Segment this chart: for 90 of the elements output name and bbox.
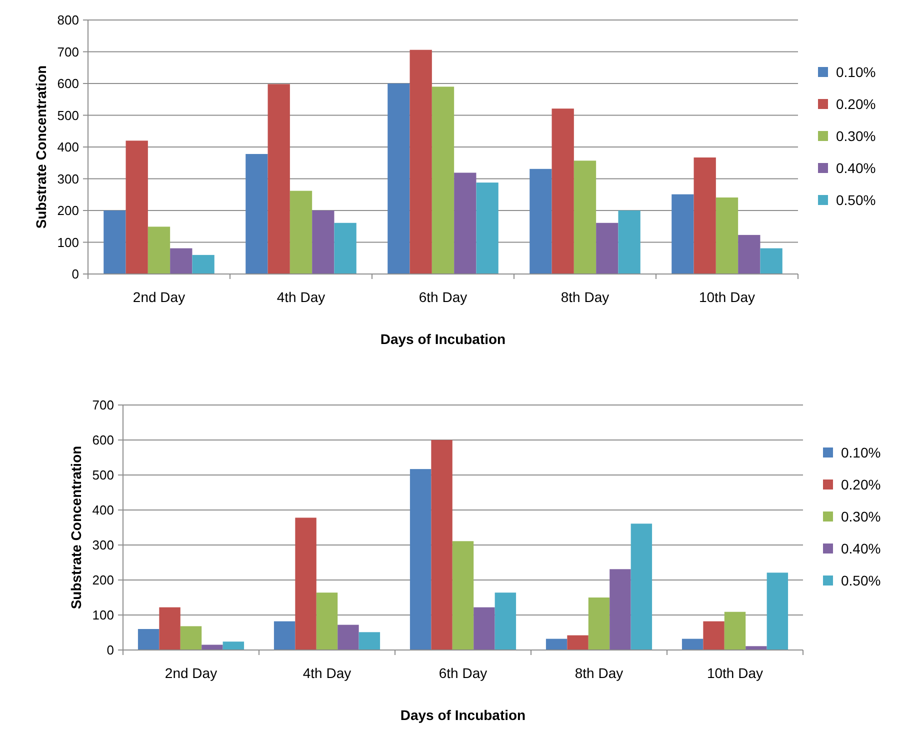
x-tick-label: 6th Day — [418, 289, 468, 305]
legend-label: 0.30% — [841, 508, 881, 524]
y-tick-label: 100 — [57, 234, 79, 250]
bar — [588, 598, 610, 650]
bar — [760, 248, 782, 274]
y-tick-label: 800 — [57, 12, 79, 28]
legend-label: 0.50% — [836, 192, 876, 208]
y-tick-label: 600 — [57, 76, 79, 92]
bar — [138, 629, 160, 650]
legend-label: 0.10% — [841, 444, 881, 460]
bar — [724, 612, 746, 650]
bar — [552, 108, 574, 274]
y-tick-label: 700 — [92, 398, 114, 413]
y-tick-label: 400 — [92, 502, 114, 518]
bar — [358, 632, 380, 650]
bar — [618, 210, 640, 274]
bar — [530, 168, 552, 274]
y-tick-label: 400 — [57, 140, 79, 155]
bar — [410, 469, 432, 650]
x-axis-title: Days of Incubation — [380, 331, 506, 347]
bar — [630, 524, 652, 650]
y-tick-label: 300 — [92, 538, 114, 553]
bar — [746, 646, 767, 650]
bar — [766, 572, 788, 650]
y-tick-label: 0 — [72, 266, 79, 282]
x-tick-label: 6th Day — [438, 665, 488, 681]
bar — [452, 541, 474, 650]
bar — [295, 518, 316, 650]
y-tick-label: 200 — [92, 572, 114, 588]
bar — [494, 592, 516, 650]
bar — [672, 194, 694, 274]
bar — [738, 234, 760, 274]
legend-label: 0.40% — [841, 540, 881, 556]
bar — [180, 626, 202, 650]
y-tick-label: 0 — [106, 642, 114, 658]
legend-label: 0.40% — [836, 160, 876, 176]
bar — [682, 638, 704, 650]
x-tick-label: 2nd Day — [132, 289, 186, 305]
legend-label: 0.50% — [841, 572, 881, 588]
y-tick-label: 600 — [92, 432, 114, 448]
bar — [432, 86, 454, 274]
x-tick-label: 2nd Day — [164, 665, 218, 681]
y-tick-label: 200 — [57, 203, 79, 218]
bar — [104, 210, 126, 274]
bar — [316, 592, 338, 650]
x-tick-label: 10th Day — [706, 665, 764, 681]
bar — [476, 182, 498, 274]
bar — [410, 50, 432, 274]
bar — [268, 84, 290, 274]
bar — [388, 84, 410, 274]
y-axis-title: Substrate Concentration — [33, 65, 49, 229]
bar — [222, 642, 244, 650]
legend-label: 0.20% — [836, 96, 876, 112]
legend-label: 0.20% — [841, 476, 881, 492]
bar — [334, 222, 356, 274]
bar — [290, 190, 312, 274]
y-tick-label: 500 — [57, 108, 79, 123]
bar — [431, 440, 452, 650]
bar — [126, 140, 148, 274]
x-tick-label: 4th Day — [276, 289, 326, 305]
legend-label: 0.30% — [836, 128, 876, 144]
bar — [716, 197, 738, 274]
bar — [610, 569, 631, 650]
legend-label: 0.10% — [836, 64, 876, 80]
y-tick-label: 500 — [92, 468, 114, 483]
bar — [192, 254, 214, 274]
x-tick-label: 10th Day — [698, 289, 756, 305]
y-tick-label: 100 — [92, 608, 114, 623]
bar — [170, 248, 192, 274]
bar — [703, 621, 724, 650]
bar — [596, 222, 618, 274]
bar — [574, 160, 596, 274]
y-tick-label: 700 — [57, 44, 79, 60]
bar — [474, 607, 495, 650]
bar — [546, 638, 568, 650]
bar — [694, 157, 716, 274]
bar — [274, 621, 296, 650]
x-tick-label: 8th Day — [560, 289, 610, 305]
bar — [338, 624, 359, 650]
x-tick-label: 4th Day — [302, 665, 352, 681]
bar — [312, 210, 334, 274]
x-tick-label: 8th Day — [574, 665, 624, 681]
bar — [148, 226, 170, 274]
bar — [159, 607, 180, 650]
y-axis-title: Substrate Concentration — [68, 446, 84, 610]
bar — [567, 635, 588, 650]
y-tick-label: 300 — [57, 171, 79, 186]
x-axis-title: Days of Incubation — [400, 707, 526, 723]
bar — [246, 154, 268, 274]
bar — [454, 172, 476, 274]
